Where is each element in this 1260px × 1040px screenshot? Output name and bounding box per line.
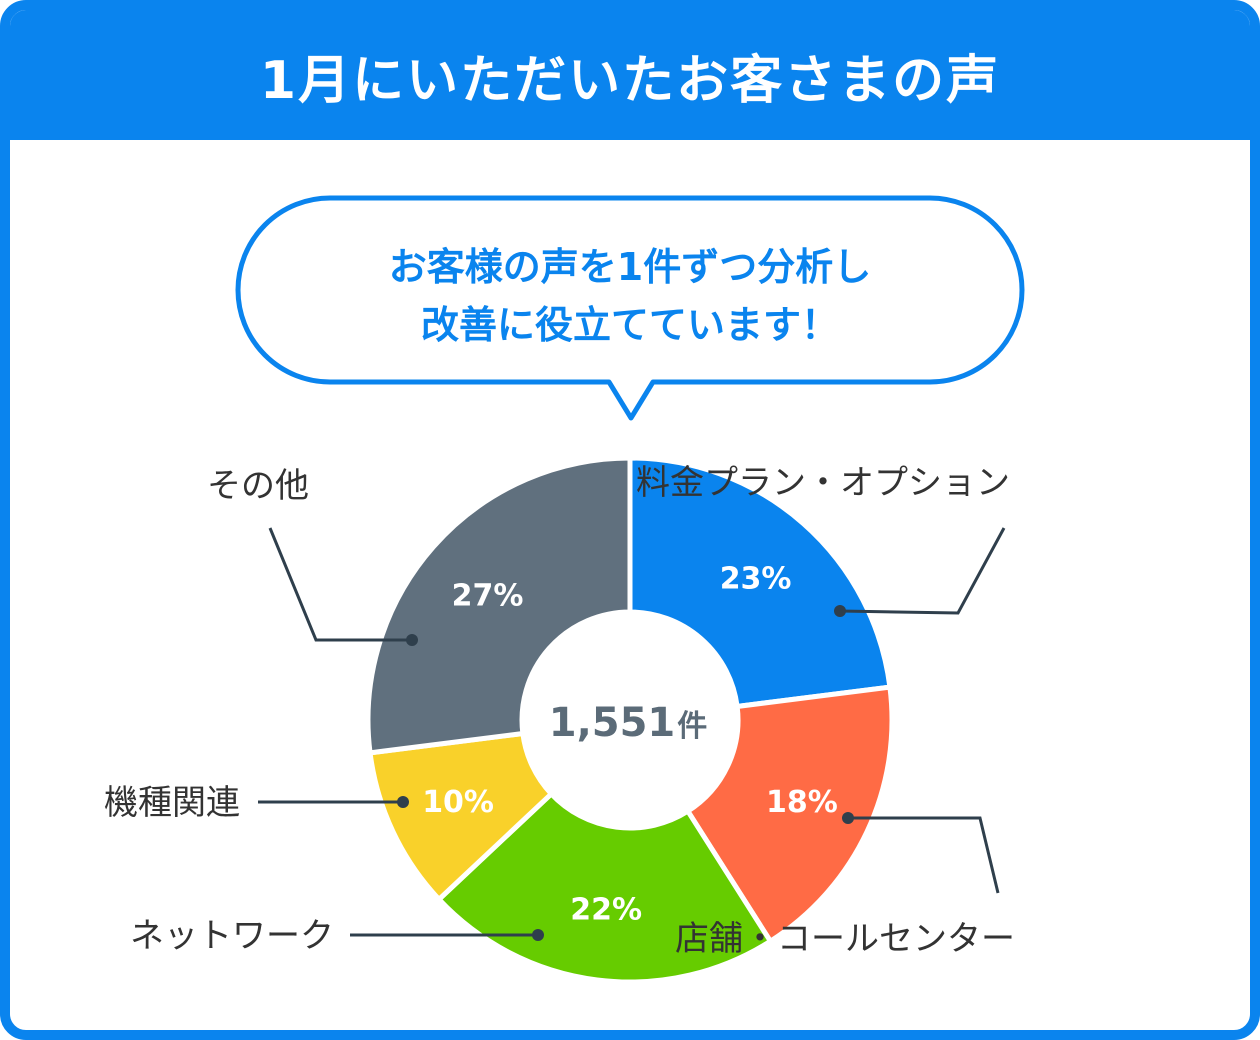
slice-4	[367, 730, 555, 903]
category-label-4: 機種関連	[104, 783, 240, 823]
leader-dot-2	[842, 812, 854, 824]
slice-2	[684, 684, 895, 945]
category-label-3: ネットワーク	[130, 916, 334, 956]
total-value: 1,551	[549, 700, 676, 746]
slice-percent-1: 23%	[720, 562, 792, 597]
bubble-line-2: 改善に役立てています！	[421, 303, 839, 347]
category-label-2: 店舗・コールセンター	[675, 919, 1015, 959]
total-count: 1,551件	[549, 700, 708, 746]
leader-lines	[258, 527, 1006, 941]
leader-line-5	[268, 527, 412, 642]
header-bar: 1月にいただいたお客さまの声	[10, 10, 1250, 140]
slice-percent-3: 22%	[570, 893, 642, 928]
donut-slices	[365, 455, 895, 985]
leader-line-1	[839, 527, 1006, 615]
slice-percent-2: 18%	[766, 785, 838, 820]
slice-percent-5: 27%	[452, 578, 524, 613]
slice-percent-4: 10%	[422, 785, 494, 820]
leader-dot-5	[406, 634, 418, 646]
slice-5	[365, 455, 633, 756]
slice-1	[627, 455, 893, 710]
category-label-1: 料金プラン・オプション	[636, 463, 1010, 503]
speech-bubble	[235, 195, 1025, 421]
bubble-line-1: お客様の声を1件ずつ分析し	[389, 245, 871, 289]
leader-dot-3	[532, 929, 544, 941]
total-unit: 件	[677, 709, 707, 744]
leader-line-2	[848, 816, 1000, 894]
leader-dot-4	[397, 796, 409, 808]
slice-labels: 23% 料金プラン・オプション 18% 店舗・コールセンター 22% ネットワーク 10% 機…	[104, 463, 1015, 959]
page-title: 1月にいただいたお客さまの声	[259, 50, 1001, 111]
category-label-5: その他	[207, 466, 309, 506]
leader-dot-1	[834, 605, 846, 617]
